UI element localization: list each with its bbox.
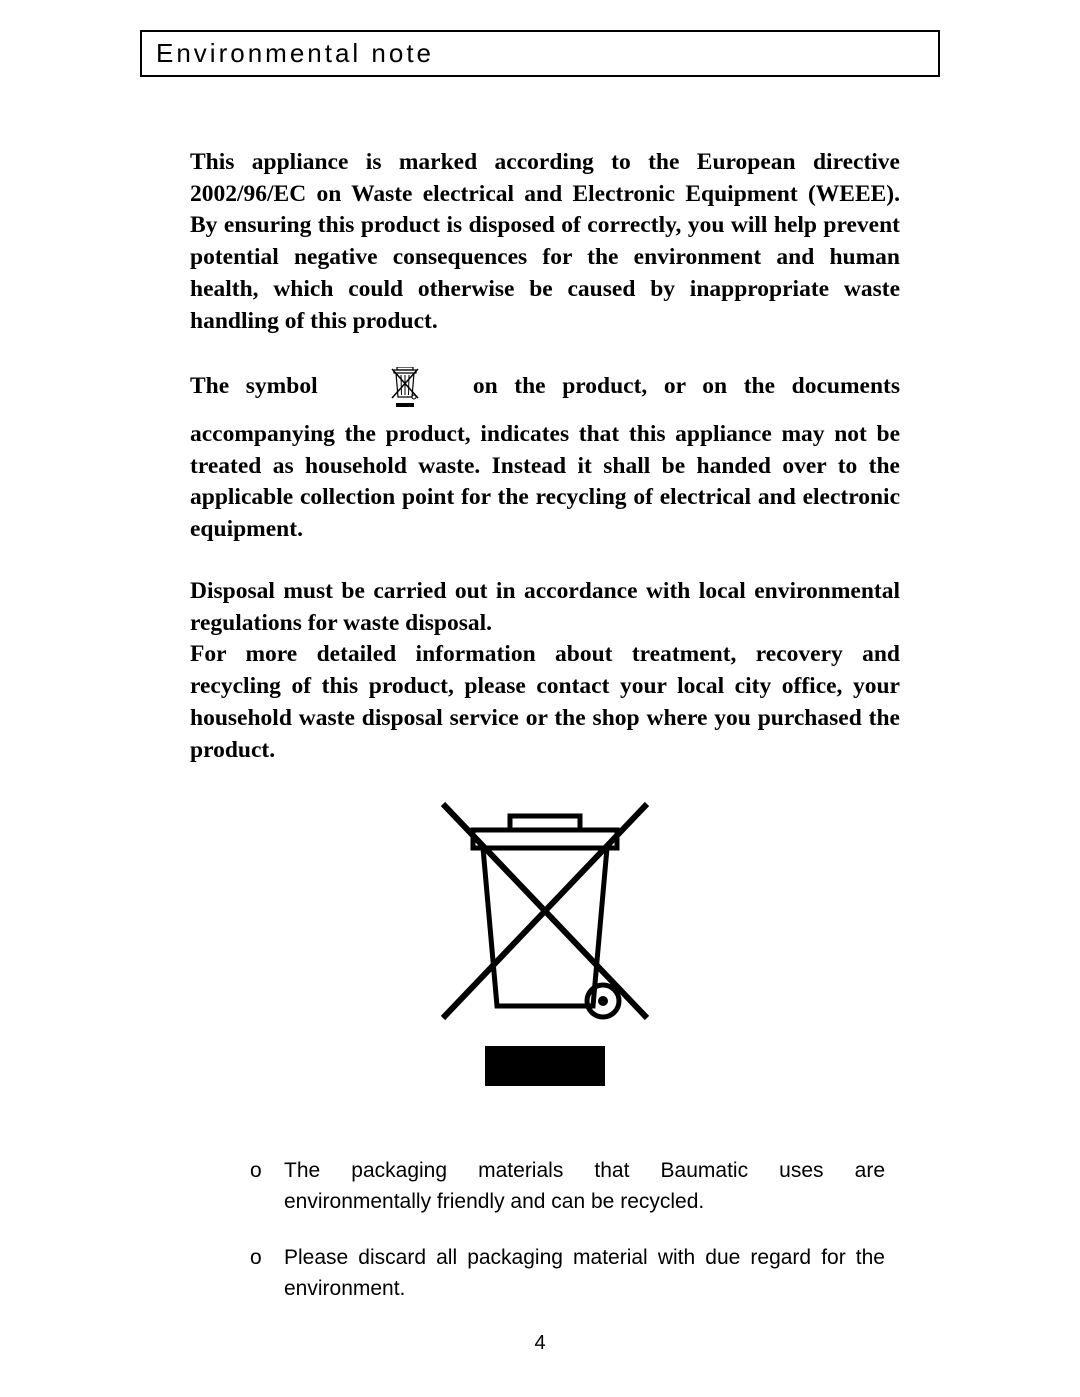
page-number: 4 bbox=[0, 1332, 1080, 1355]
paragraph-2: The symbol on the product, or on the doc… bbox=[190, 367, 900, 546]
bullet-item-2: Please discard all packaging material wi… bbox=[250, 1243, 885, 1304]
paragraph-4: For more detailed information about trea… bbox=[190, 639, 900, 766]
content-area: This appliance is marked according to th… bbox=[150, 147, 930, 1304]
paragraph-1: This appliance is marked according to th… bbox=[190, 147, 900, 337]
weee-icon-large bbox=[425, 796, 665, 1096]
weee-icon-small bbox=[390, 367, 420, 419]
bullet-item-1: The packaging materials that Baumatic us… bbox=[250, 1156, 885, 1217]
para2-before: The symbol bbox=[190, 373, 318, 399]
title-box: Environmental note bbox=[140, 30, 940, 77]
paragraph-3: Disposal must be carried out in accordan… bbox=[190, 576, 900, 639]
weee-icon-large-wrap bbox=[190, 796, 900, 1101]
bullet-list: The packaging materials that Baumatic us… bbox=[190, 1156, 900, 1304]
page-title: Environmental note bbox=[156, 38, 924, 69]
